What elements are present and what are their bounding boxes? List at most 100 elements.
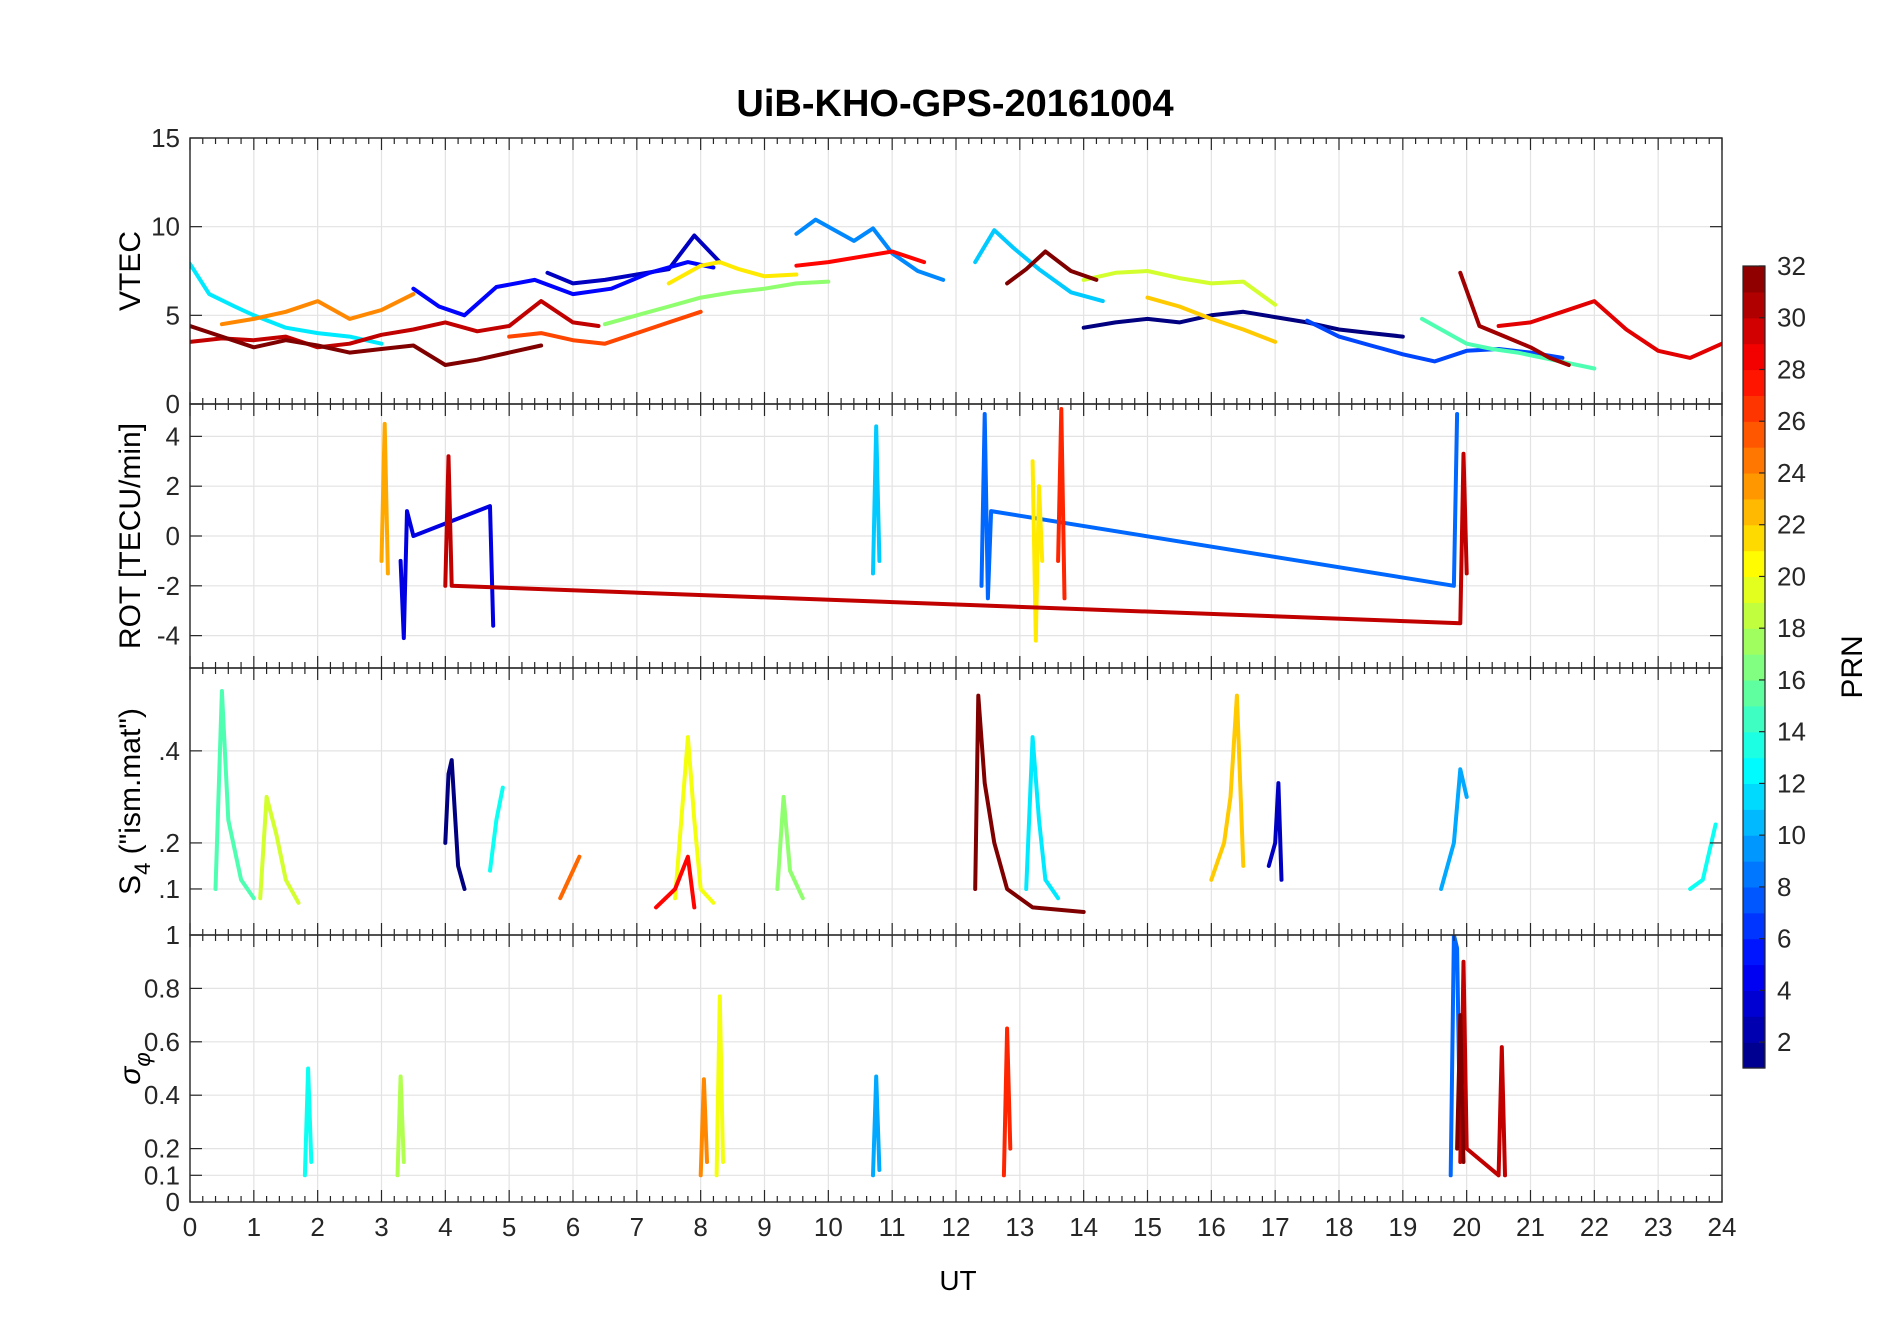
y-tick-label: .2 (158, 828, 180, 858)
x-tick-label: 6 (566, 1212, 580, 1242)
series-line-prn-24 (219, 292, 416, 327)
x-ticks (189, 668, 1723, 935)
x-tick-label: 12 (942, 1212, 971, 1242)
series-line-prn-30 (443, 451, 1469, 626)
series-line-prn-17 (775, 794, 805, 901)
series-line-prn-26 (507, 309, 703, 346)
y-tick-label: 4 (166, 421, 180, 451)
series-line-prn-11 (973, 228, 1105, 304)
colorbar-swatch (1743, 679, 1765, 707)
colorbar-swatch (1743, 861, 1765, 888)
y-tick-label: 5 (166, 300, 180, 330)
colorbar-swatch (1743, 498, 1765, 526)
series-line-prn-25 (558, 854, 582, 901)
y-tick-label: .1 (158, 874, 180, 904)
x-ticks (189, 404, 1723, 668)
series-line-prn-18 (395, 1074, 406, 1178)
x-tick-label: 16 (1197, 1212, 1226, 1242)
series-line-prn-3 (545, 233, 722, 286)
series-line-prn-13 (302, 1066, 314, 1178)
chart-title: UiB-KHO-GPS-20161004 (736, 83, 1173, 125)
series-line-prn-32 (1005, 249, 1099, 286)
colorbar-swatch (1743, 602, 1765, 629)
y-tick-label: 2 (166, 471, 180, 501)
colorbar-tick-label: 30 (1777, 303, 1806, 333)
series-group (302, 935, 1507, 1178)
y-tick-label: 0.4 (144, 1080, 180, 1110)
series-line-prn-24 (698, 1077, 709, 1178)
colorbar-swatch (1743, 447, 1765, 474)
colorbar-tick-label: 4 (1777, 975, 1791, 1005)
series-line-prn-30 (190, 299, 601, 350)
x-tick-label: 17 (1261, 1212, 1290, 1242)
series-line-prn-1 (1081, 309, 1405, 339)
colorbar-tick-label: 8 (1777, 872, 1791, 902)
x-tick-label: 3 (374, 1212, 388, 1242)
sigma-phi-panel: 00.10.2 0.4 0.6 0.8 1 σφ (114, 920, 1723, 1217)
y-tick-label: -4 (157, 621, 180, 651)
y-tick-label: 0 (166, 1187, 180, 1217)
colorbar-swatch (1743, 783, 1765, 810)
colorbar-swatch (1743, 912, 1765, 940)
y-tick-labels: 00.10.2 0.4 0.6 0.8 1 (144, 920, 1722, 1217)
series-line-prn-29 (1496, 299, 1722, 360)
y-tick-label: 10 (151, 212, 180, 242)
y-axis-label: VTEC (114, 231, 147, 311)
series-line-prn-8 (979, 412, 1460, 601)
vtec-panel: 0 5 10 15 VTEC (114, 123, 1723, 419)
x-ticks (189, 138, 1723, 404)
y-tick-label: 0 (166, 521, 180, 551)
x-tick-labels: 0 1 2 3 4 5 6 7 8 9 10 11 12 13 14 15 16 17 18 19 20 21 22 23 24 (183, 1212, 1737, 1242)
colorbar-swatch (1743, 369, 1765, 396)
series-line-prn-28 (794, 249, 927, 268)
series-line-prn-12 (1024, 735, 1061, 901)
colorbar-tick-label: 16 (1777, 665, 1806, 695)
colorbar-tick-label: 26 (1777, 406, 1806, 436)
x-tick-label: 22 (1580, 1212, 1609, 1242)
x-tick-label: 7 (630, 1212, 644, 1242)
colorbar-tick-label: 22 (1777, 510, 1806, 540)
colorbar-swatch (1743, 886, 1765, 914)
colorbar-frame (1742, 265, 1766, 1069)
series-line-prn-5 (411, 260, 716, 318)
x-tick-label: 1 (247, 1212, 261, 1242)
y-axis-label: σφ (114, 1052, 155, 1084)
y-tick-label: 0 (166, 389, 180, 419)
series-line-prn-27 (1056, 407, 1067, 601)
y-tick-labels: .1 .2 .4 (158, 736, 1722, 904)
series-line-prn-10 (871, 1074, 882, 1178)
y-tick-label: 0.1 (144, 1160, 180, 1190)
series-line-prn-13 (1688, 822, 1718, 891)
x-tick-label: 13 (1005, 1212, 1034, 1242)
x-tick-label: 0 (183, 1212, 197, 1242)
colorbar-swatch (1743, 938, 1765, 966)
colorbar-swatch (1743, 317, 1765, 345)
colorbar-swatch (1743, 1016, 1765, 1043)
series-group (190, 217, 1722, 371)
y-tick-label: .4 (158, 736, 180, 766)
colorbar-swatch (1743, 731, 1765, 759)
x-tick-label: 19 (1388, 1212, 1417, 1242)
series-line-prn-19 (258, 794, 301, 905)
series-line-prn-22 (1145, 295, 1278, 344)
x-tick-label: 23 (1644, 1212, 1673, 1242)
y-tick-labels: -4 -2 0 2 4 (157, 421, 1722, 651)
series-line-prn-10 (1439, 767, 1469, 891)
x-tick-label: 2 (310, 1212, 324, 1242)
series-line-prn-20 (714, 994, 725, 1178)
series-line-prn-32 (1455, 1013, 1466, 1164)
rot-panel: -4 -2 0 2 4 ROT [TECU/min] (114, 403, 1723, 669)
y-tick-label: 0.2 (144, 1134, 180, 1164)
series-group (213, 689, 1718, 914)
colorbar-swatch (1743, 343, 1765, 371)
colorbar-swatch (1743, 654, 1765, 681)
series-line-prn-1 (443, 758, 467, 891)
series-line-prn-31 (1458, 270, 1571, 367)
colorbar-swatch (1743, 291, 1765, 319)
x-tick-label: 21 (1516, 1212, 1545, 1242)
colorbar-tick-label: 32 (1777, 251, 1806, 281)
colorbar-swatch (1743, 550, 1765, 578)
series-line-prn-30 (1458, 959, 1507, 1178)
series-line-prn-20 (673, 735, 716, 905)
